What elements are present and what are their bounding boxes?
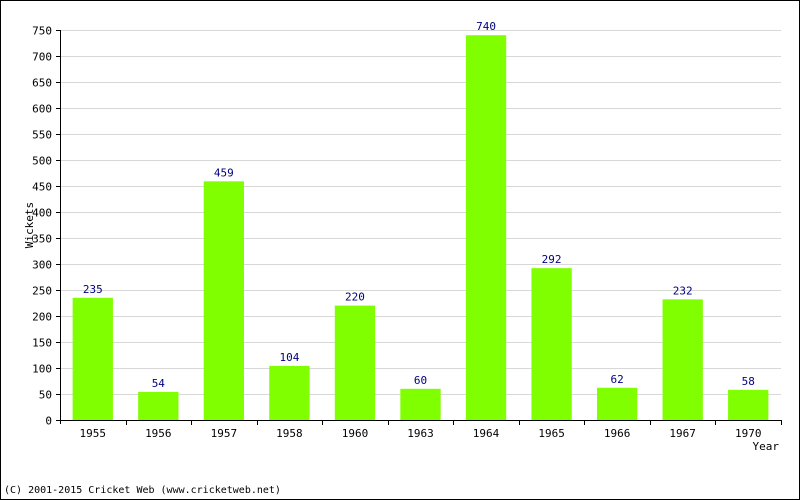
x-tick-label-1970: 1970 [735, 427, 762, 440]
x-tick-label-1960: 1960 [342, 427, 369, 440]
y-tick-label: 50 [39, 389, 52, 402]
y-tick-label: 300 [32, 259, 52, 272]
labels-layer: 235 54 459 104 220 60 740 292 62 232 58 [83, 20, 755, 390]
y-tick-label: 500 [32, 155, 52, 168]
axis-layer: 0 50 100 150 200 250 300 350 400 450 500 550 600 650 7… [32, 25, 782, 440]
data-label-1960: 220 [345, 291, 365, 304]
data-label-1955: 235 [83, 283, 103, 296]
bar-1966 [596, 387, 638, 420]
y-tick-label: 600 [32, 103, 52, 116]
x-tick-label-1966: 1966 [604, 427, 631, 440]
x-tick-label-1967: 1967 [669, 427, 696, 440]
y-tick-label: 750 [32, 25, 52, 38]
x-tick-label-1956: 1956 [145, 427, 172, 440]
x-tick-label-1955: 1955 [80, 427, 107, 440]
copyright-footer: (C) 2001-2015 Cricket Web (www.cricketwe… [4, 485, 281, 496]
bar-1963 [400, 388, 441, 420]
data-label-1956: 54 [152, 377, 166, 390]
bar-1960 [334, 305, 376, 420]
y-axis-title: Wickets [23, 202, 36, 248]
data-label-1967: 232 [673, 284, 693, 297]
x-axis-title: Year [753, 440, 780, 453]
y-tick-label: 400 [32, 207, 52, 220]
data-label-1963: 60 [414, 374, 427, 387]
bar-1964 [465, 35, 507, 420]
bar-1956 [138, 391, 179, 420]
bar-1967 [662, 299, 703, 420]
data-label-1958: 104 [279, 351, 299, 364]
y-tick-label: 200 [32, 311, 52, 324]
y-tick-label: 350 [32, 233, 52, 246]
bar-1955 [72, 297, 113, 420]
bar-1970 [728, 389, 769, 420]
data-label-1965: 292 [542, 253, 562, 266]
data-label-1966: 62 [611, 373, 624, 386]
y-tick-label: 0 [45, 415, 52, 428]
x-tick-label-1963: 1963 [407, 427, 434, 440]
x-tick-label-1964: 1964 [473, 427, 500, 440]
grid-layer [60, 30, 781, 395]
x-tick-label-1958: 1958 [276, 427, 303, 440]
y-tick-label: 450 [32, 181, 52, 194]
y-tick-label: 100 [32, 363, 52, 376]
y-tick-label: 150 [32, 337, 52, 350]
x-tick-label-1965: 1965 [538, 427, 565, 440]
bars-layer [72, 35, 769, 420]
y-tick-label: 700 [32, 51, 52, 64]
data-label-1957: 459 [214, 166, 234, 179]
bar-1957 [203, 181, 245, 420]
data-label-1970: 58 [742, 375, 755, 388]
data-label-1964: 740 [476, 20, 496, 33]
y-tick-label: 550 [32, 129, 52, 142]
y-tick-label: 250 [32, 285, 52, 298]
x-tick-label-1957: 1957 [211, 427, 238, 440]
y-tick-label: 650 [32, 77, 52, 90]
bar-1958 [269, 365, 310, 420]
bar-1965 [531, 268, 572, 420]
